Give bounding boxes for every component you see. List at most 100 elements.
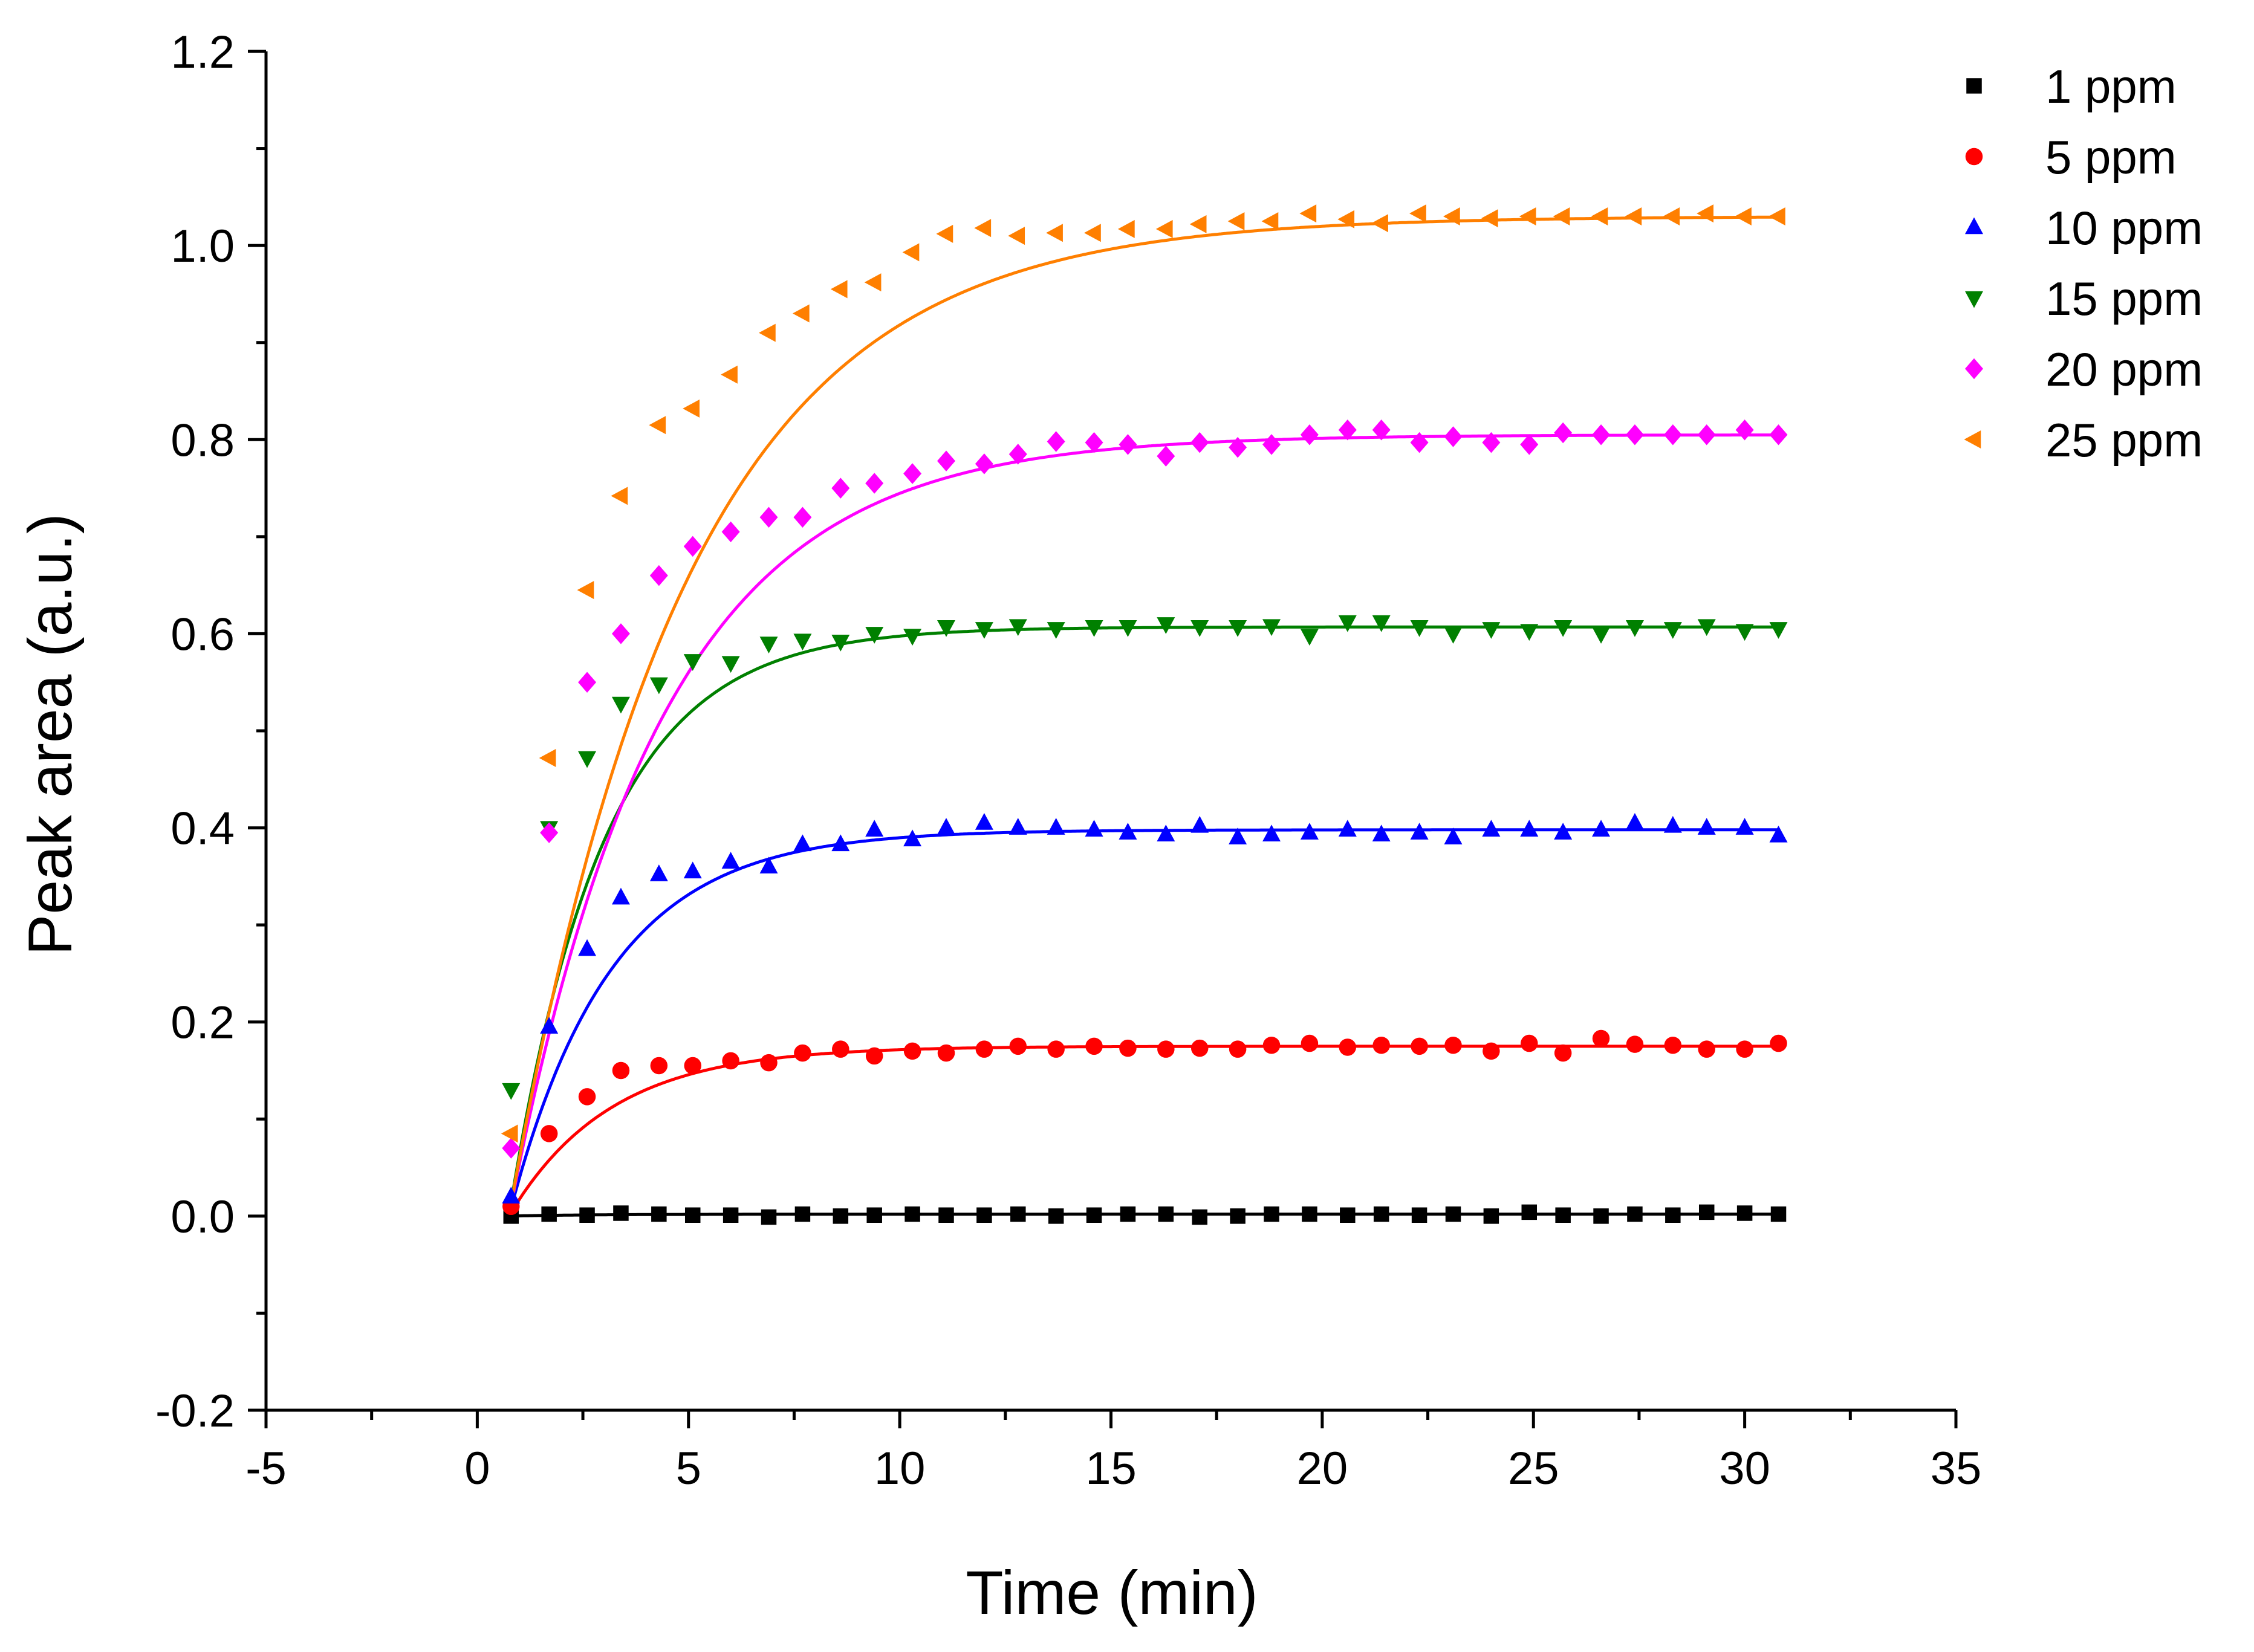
data-point (1592, 1029, 1610, 1048)
data-point (611, 487, 628, 505)
data-point (1593, 1208, 1609, 1224)
data-point (683, 861, 702, 879)
data-point (1663, 424, 1682, 445)
data-point (1189, 215, 1207, 233)
data-point (761, 1209, 777, 1225)
legend-label: 5 ppm (2045, 131, 2177, 184)
data-point (577, 581, 594, 600)
data-point (1008, 619, 1027, 637)
x-tick-label: 0 (464, 1443, 490, 1494)
data-point (1770, 1206, 1787, 1222)
data-point (1592, 424, 1611, 445)
data-point (1554, 620, 1573, 637)
y-tick-label: 0.4 (171, 803, 235, 855)
data-point (723, 1207, 739, 1223)
data-point (759, 857, 778, 874)
data-point (611, 623, 630, 644)
data-point (649, 565, 668, 586)
data-point (1262, 824, 1281, 842)
data-point (1663, 207, 1680, 225)
data-point (1372, 419, 1391, 441)
data-point (903, 629, 922, 646)
data-point (1338, 820, 1357, 837)
data-point (1411, 1037, 1428, 1055)
y-axis-title: Peak area (a.u.) (16, 513, 85, 955)
data-point (1410, 620, 1429, 637)
data-point (1229, 828, 1247, 844)
data-point (1482, 820, 1501, 837)
data-point (1227, 212, 1245, 230)
data-point (902, 243, 920, 262)
y-tick-label: -0.2 (155, 1385, 235, 1437)
data-point (1047, 431, 1065, 452)
data-point (611, 887, 630, 905)
x-tick-label: 5 (676, 1443, 701, 1494)
data-point (1190, 620, 1209, 637)
data-point (1736, 1040, 1753, 1058)
x-axis-title: Time (min) (966, 1558, 1258, 1627)
data-point (976, 1207, 992, 1223)
data-point (1229, 1040, 1247, 1058)
data-point (865, 820, 884, 837)
data-point (936, 224, 953, 243)
data-point (1520, 434, 1539, 455)
data-point (1521, 1204, 1538, 1220)
data-point (831, 635, 850, 652)
data-point (864, 273, 882, 292)
data-point (831, 478, 850, 499)
data-point (1663, 622, 1682, 639)
data-point (1625, 207, 1642, 225)
data-point (1372, 1037, 1390, 1054)
data-point (975, 622, 993, 639)
data-point (1444, 426, 1463, 447)
data-point (1301, 1034, 1319, 1052)
data-point (1300, 629, 1319, 646)
data-point (759, 507, 778, 528)
data-point (1592, 627, 1611, 644)
data-point (1190, 815, 1209, 833)
data-point (502, 1138, 521, 1159)
legend-marker (1965, 358, 1983, 380)
data-point (721, 521, 740, 543)
data-point (1663, 815, 1682, 833)
axes: -5 0 5 10 15 20 25 30 35 -0.2 0.0 0.2 0.4 0.6 0.8 1.0 1.… (155, 27, 1981, 1494)
fit-curve (507, 828, 1779, 1217)
legend-marker (1966, 78, 1982, 94)
data-point (721, 656, 740, 673)
data-point (794, 1206, 811, 1222)
legend-marker (1965, 217, 1983, 235)
x-tick-label: 15 (1085, 1443, 1137, 1494)
data-point (1085, 820, 1103, 837)
data-point (1520, 624, 1539, 641)
legend-marker (1965, 291, 1983, 308)
data-point (1372, 824, 1391, 842)
data-point (613, 1205, 629, 1221)
data-point (1698, 1204, 1715, 1220)
data-point (1444, 1037, 1462, 1054)
data-point (1698, 1040, 1715, 1058)
data-point (1262, 619, 1281, 637)
data-point (1521, 1034, 1538, 1052)
data-point (578, 672, 597, 693)
data-point (1591, 207, 1608, 225)
data-point (1008, 444, 1027, 465)
legend-label: 1 ppm (2045, 60, 2177, 113)
data-point (683, 399, 700, 418)
data-point (1735, 818, 1754, 835)
data-point (1337, 210, 1355, 228)
data-point (1262, 434, 1281, 455)
data-point (1048, 1208, 1064, 1224)
data-point (1084, 224, 1101, 242)
data-point (1120, 1206, 1136, 1222)
data-point (1410, 432, 1429, 453)
data-point (1119, 1039, 1137, 1057)
data-point (1625, 620, 1644, 637)
data-point (1736, 1205, 1753, 1221)
data-point (722, 1052, 739, 1070)
data-point (611, 696, 630, 714)
data-point (539, 748, 556, 767)
data-point (1119, 620, 1137, 637)
data-point (1592, 820, 1611, 837)
data-point (1085, 620, 1103, 637)
